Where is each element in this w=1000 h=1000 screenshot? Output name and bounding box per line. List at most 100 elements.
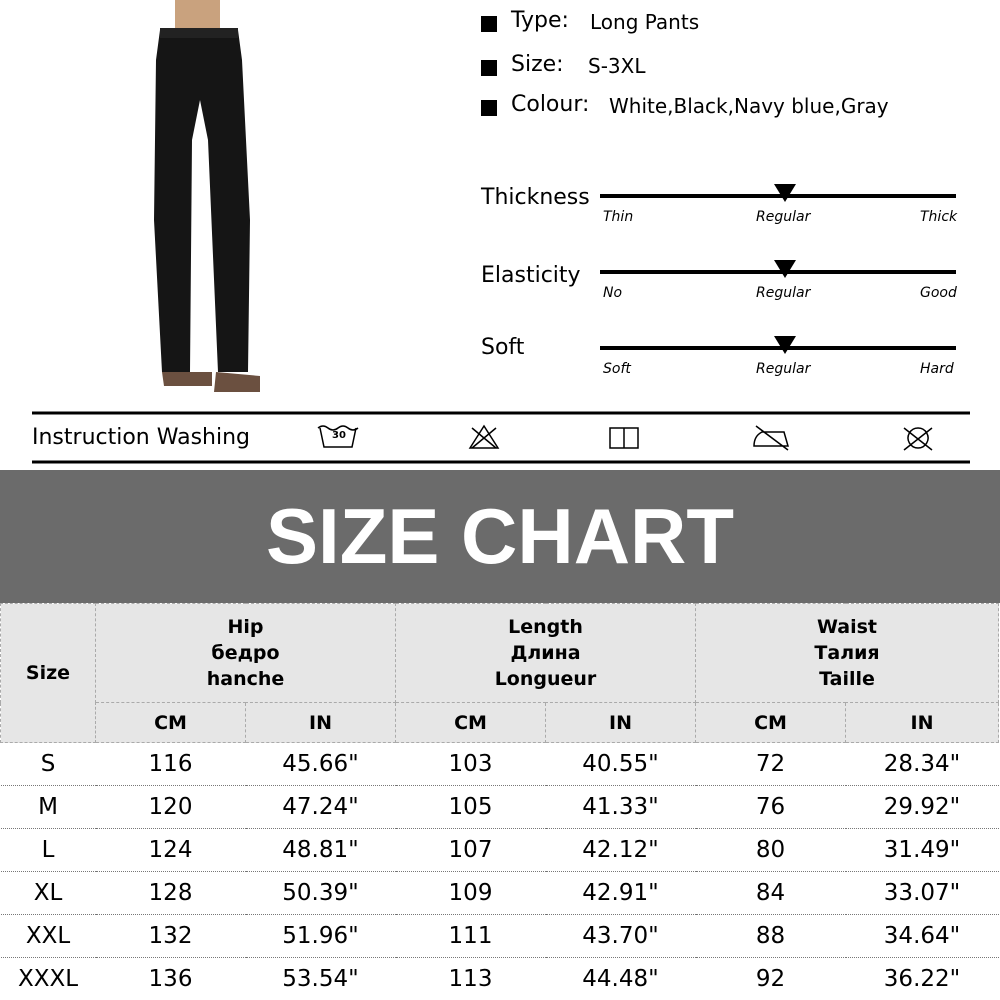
measure-cell: 42.12": [545, 828, 696, 872]
size-header: Size: [0, 603, 96, 743]
size-cell: S: [0, 742, 96, 786]
data-row: M 120 47.24" 105 41.33" 76 29.92": [0, 785, 999, 829]
dry-icon: [609, 427, 639, 449]
size-cell: L: [0, 828, 96, 872]
unit-cell: IN: [245, 702, 396, 743]
size-cell: XXL: [0, 914, 96, 958]
wash-temp: 30: [332, 430, 346, 441]
spec-value: White,Black,Navy blue,Gray: [609, 94, 889, 118]
bullet: [481, 100, 497, 116]
slider-right: Thick: [920, 209, 958, 225]
title-band: [0, 470, 1000, 603]
measure-cell: 116: [95, 742, 246, 786]
group-line: Hip: [227, 616, 264, 638]
unit-cell: CM: [395, 702, 546, 743]
slider-label: Thickness: [481, 185, 590, 210]
measure-cell: 47.24": [245, 785, 396, 829]
slider-left: Thin: [603, 209, 634, 225]
measure-cell: 43.70": [545, 914, 696, 958]
dryclean-icon: [903, 427, 933, 451]
unit-header: CM IN CM IN CM IN: [1, 702, 1000, 743]
slider-right: Good: [920, 285, 957, 301]
size-table: Size Hip бедро hanche Length Длина Longueur Wai…: [0, 603, 1000, 1000]
data-row: S 116 45.66" 103 40.55" 72 28.34": [0, 742, 999, 786]
size-cell: XXXL: [0, 957, 96, 1000]
wash-icon: [317, 425, 359, 448]
measure-cell: 132: [95, 914, 246, 958]
slider-left: No: [603, 285, 623, 301]
data-row: XL 128 50.39" 109 42.91" 84 33.07": [0, 871, 999, 915]
data-row: XXL 132 51.96" 111 43.70" 88 34.64": [0, 914, 999, 958]
group-line: Талия: [814, 642, 880, 664]
measure-cell: 51.96": [245, 914, 396, 958]
iron-icon: [753, 425, 789, 451]
measure-cell: 84: [695, 871, 846, 915]
group-line: Longueur: [494, 668, 597, 690]
group-line: Taille: [819, 668, 875, 690]
measure-cell: 50.39": [245, 871, 396, 915]
measure-cell: 76: [695, 785, 846, 829]
measure-cell: 48.81": [245, 828, 396, 872]
unit-cell: CM: [695, 702, 847, 743]
slider-label: Soft: [481, 335, 525, 360]
group-header: Size Hip бедро hanche Length Длина Longueur Wai…: [0, 603, 1000, 743]
size-cell: XL: [0, 871, 96, 915]
measure-cell: 53.54": [245, 957, 396, 1000]
slider-middle: Regular: [756, 285, 811, 301]
slider-marker: [774, 184, 796, 202]
group-line: hanche: [206, 668, 285, 690]
washing-label: Instruction Washing: [32, 425, 250, 450]
group-line: бедро: [211, 642, 280, 664]
data-row: XXXL 136 53.54" 113 44.48" 92 36.22": [0, 957, 999, 1000]
group-line: Length: [508, 616, 583, 638]
measure-cell: 109: [395, 871, 546, 915]
spec-value: S-3XL: [588, 54, 646, 78]
size-chart-title: SIZE CHART: [266, 492, 734, 580]
group-line: Длина: [510, 642, 581, 664]
slider-marker: [774, 260, 796, 278]
slider-label: Elasticity: [481, 263, 581, 288]
measure-cell: 120: [95, 785, 246, 829]
group-header-cell: Length Длина Longueur: [394, 603, 697, 703]
group-line: Waist: [817, 616, 878, 638]
measure-cell: 103: [395, 742, 546, 786]
measure-cell: 92: [695, 957, 846, 1000]
bullet: [481, 16, 497, 32]
data-row: L 124 48.81" 107 42.12" 80 31.49": [0, 828, 999, 872]
measure-cell: 128: [95, 871, 246, 915]
measure-cell: 36.22": [845, 957, 999, 1000]
measure-cell: 88: [695, 914, 846, 958]
measure-cell: 28.34": [845, 742, 999, 786]
measure-cell: 40.55": [545, 742, 696, 786]
slider-marker: [774, 336, 796, 354]
spec-label: Colour:: [511, 92, 590, 117]
measure-cell: 41.33": [545, 785, 696, 829]
slider-left: Soft: [603, 361, 631, 377]
measure-cell: 44.48": [545, 957, 696, 1000]
bleach-icon: [468, 424, 500, 449]
measure-cell: 111: [395, 914, 546, 958]
measure-cell: 105: [395, 785, 546, 829]
measure-cell: 136: [95, 957, 246, 1000]
measure-cell: 33.07": [845, 871, 999, 915]
measure-cell: 72: [695, 742, 846, 786]
group-header-cell: Waist Талия Taille: [695, 603, 1000, 703]
measure-cell: 29.92": [845, 785, 999, 829]
measure-cell: 45.66": [245, 742, 396, 786]
slider-middle: Regular: [756, 209, 811, 225]
measure-cell: 34.64": [845, 914, 999, 958]
measure-cell: 42.91": [545, 871, 696, 915]
unit-cell: IN: [845, 702, 1000, 743]
slider-middle: Regular: [756, 361, 811, 377]
spec-label: Type:: [511, 8, 569, 33]
bullet: [481, 60, 497, 76]
unit-cell: CM: [95, 702, 246, 743]
spec-value: Long Pants: [590, 10, 700, 34]
decor: [32, 16, 970, 464]
spec-label: Size:: [511, 52, 564, 77]
measure-cell: 107: [395, 828, 546, 872]
pants-image: [154, 0, 260, 392]
measure-cell: 80: [695, 828, 846, 872]
group-header-cell: Hip бедро hanche: [95, 603, 396, 703]
slider-right: Hard: [920, 361, 954, 377]
